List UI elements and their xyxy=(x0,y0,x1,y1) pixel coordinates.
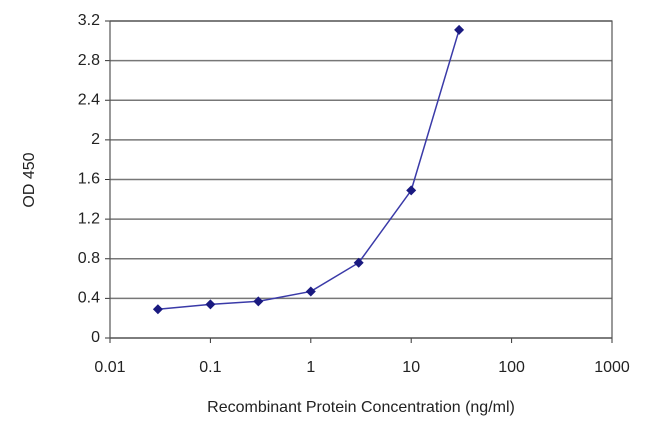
y-tick-label: 0 xyxy=(91,329,100,346)
x-tick-label: 1 xyxy=(306,359,315,376)
data-point xyxy=(205,299,216,310)
y-axis-label: OD 450 xyxy=(21,152,38,207)
x-tick-label: 0.01 xyxy=(94,359,125,376)
data-point xyxy=(305,286,316,297)
x-tick-label: 100 xyxy=(498,359,525,376)
x-axis-label: Recombinant Protein Concentration (ng/ml… xyxy=(207,399,515,416)
y-tick-label: 2.4 xyxy=(78,91,100,108)
x-tick-label: 0.1 xyxy=(199,359,221,376)
data-point xyxy=(406,185,417,196)
series-line xyxy=(157,29,460,311)
data-point xyxy=(253,296,264,307)
y-tick-label: 3.2 xyxy=(78,12,100,29)
y-tick-label: 1.6 xyxy=(78,171,100,188)
y-tick-label: 2 xyxy=(91,131,100,148)
y-tick-label: 1.2 xyxy=(78,210,100,227)
plot-frame xyxy=(109,20,613,339)
data-point xyxy=(454,24,465,35)
x-tick-label: 10 xyxy=(402,359,420,376)
y-tick-label: 0.8 xyxy=(78,250,100,267)
x-tick-label: 1000 xyxy=(594,359,630,376)
data-point xyxy=(353,257,364,268)
data-point xyxy=(152,304,163,315)
y-tick-label: 0.4 xyxy=(78,290,100,307)
y-tick-label: 2.8 xyxy=(78,52,100,69)
